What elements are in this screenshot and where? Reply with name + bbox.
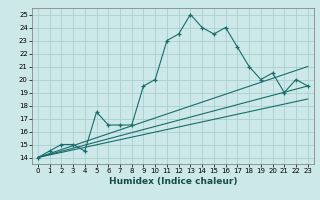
- X-axis label: Humidex (Indice chaleur): Humidex (Indice chaleur): [108, 177, 237, 186]
